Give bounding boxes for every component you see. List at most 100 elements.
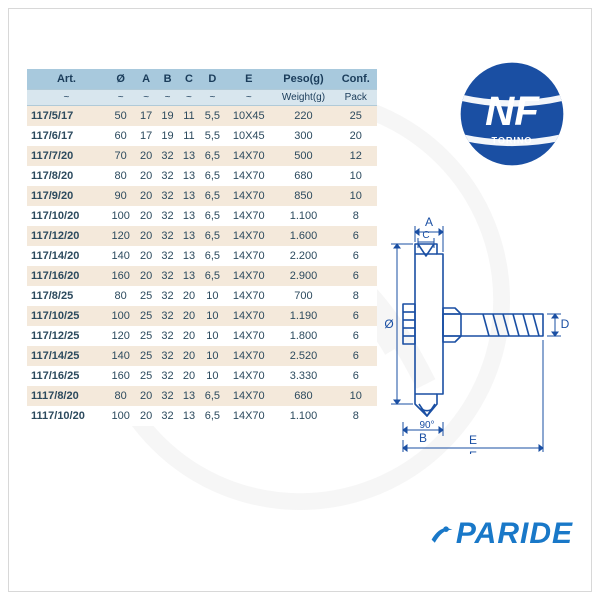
table-cell: 220 (272, 106, 334, 127)
table-cell: 13 (178, 406, 199, 426)
table-cell: 25 (335, 106, 377, 127)
table-cell: 2.900 (272, 266, 334, 286)
table-cell: 20 (135, 406, 156, 426)
table-cell: 80 (106, 386, 135, 406)
table-cell: 25 (135, 346, 156, 366)
table-cell: 10 (335, 186, 377, 206)
table-cell: 1.800 (272, 326, 334, 346)
table-cell: 117/6/17 (27, 126, 106, 146)
table-cell: 14X70 (225, 366, 272, 386)
table-cell: 80 (106, 286, 135, 306)
dim-angle: 90° (419, 420, 434, 431)
table-cell: 6 (335, 266, 377, 286)
table-cell: 6 (335, 306, 377, 326)
table-cell: 120 (106, 326, 135, 346)
table-cell: 5,5 (200, 126, 225, 146)
table-cell: 6 (335, 226, 377, 246)
nf-logo-text: NF (485, 88, 540, 134)
dim-e-label: E (469, 449, 477, 454)
table-cell: 6,5 (200, 266, 225, 286)
table-cell: 32 (157, 186, 178, 206)
table-cell: 32 (157, 266, 178, 286)
table-cell: 6 (335, 366, 377, 386)
table-cell: 117/16/25 (27, 366, 106, 386)
table-cell: 5,5 (200, 106, 225, 127)
table-cell: 32 (157, 286, 178, 306)
table-cell: 50 (106, 106, 135, 127)
dim-e: E (469, 433, 477, 447)
table-cell: 117/10/20 (27, 206, 106, 226)
table-cell: 32 (157, 366, 178, 386)
table-cell: 14X70 (225, 266, 272, 286)
table-cell: 14X70 (225, 286, 272, 306)
table-cell: 32 (157, 246, 178, 266)
dim-c: C (422, 230, 429, 241)
table-row: 117/8/20802032136,514X7068010 (27, 166, 377, 186)
table-cell: 14X70 (225, 226, 272, 246)
table-cell: 14X70 (225, 326, 272, 346)
table-row: 117/16/251602532201014X703.3306 (27, 366, 377, 386)
dim-a: A (425, 215, 433, 229)
table-cell: 117/14/20 (27, 246, 106, 266)
table-cell: 14X70 (225, 386, 272, 406)
table-cell: 6 (335, 326, 377, 346)
table-cell: 700 (272, 286, 334, 306)
table-cell: 14X70 (225, 186, 272, 206)
table-cell: 2.200 (272, 246, 334, 266)
table-cell: 117/12/20 (27, 226, 106, 246)
table-cell: 6 (335, 346, 377, 366)
brand-logo: PARIDE (430, 517, 573, 551)
table-cell: 20 (135, 206, 156, 226)
col-conf: Conf. (335, 69, 377, 90)
table-cell: 32 (157, 306, 178, 326)
table-cell: 6,5 (200, 146, 225, 166)
dim-b: B (419, 431, 427, 445)
table-cell: 117/9/20 (27, 186, 106, 206)
table-cell: 10 (335, 166, 377, 186)
table-cell: 20 (135, 246, 156, 266)
table-cell: 1.100 (272, 406, 334, 426)
brand-swoosh-icon (430, 522, 454, 546)
table-row: 1117/10/201002032136,514X701.1008 (27, 406, 377, 426)
table-cell: 100 (106, 406, 135, 426)
table-cell: 14X70 (225, 206, 272, 226)
table-cell: 160 (106, 266, 135, 286)
table-row: 117/14/251402532201014X702.5206 (27, 346, 377, 366)
table-row: 117/12/201202032136,514X701.6006 (27, 226, 377, 246)
table-cell: 13 (178, 226, 199, 246)
table-cell: 680 (272, 386, 334, 406)
table-cell: 11 (178, 126, 199, 146)
table-cell: 13 (178, 246, 199, 266)
col-e: E (225, 69, 272, 90)
table-cell: 13 (178, 266, 199, 286)
table-cell: 14X70 (225, 306, 272, 326)
table-row: 117/14/201402032136,514X702.2006 (27, 246, 377, 266)
nf-logo-subtext: TORINO (492, 135, 533, 145)
dim-dia: Ø (384, 317, 393, 331)
table-cell: 20 (135, 186, 156, 206)
table-cell: 1117/10/20 (27, 406, 106, 426)
table-cell: 25 (135, 326, 156, 346)
col-c: C (178, 69, 199, 90)
table-cell: 13 (178, 146, 199, 166)
table-cell: 1.190 (272, 306, 334, 326)
table-cell: 117/10/25 (27, 306, 106, 326)
table-cell: 10 (335, 386, 377, 406)
col-peso: Peso(g) (272, 69, 334, 90)
table-cell: 8 (335, 286, 377, 306)
table-cell: 32 (157, 226, 178, 246)
table-cell: 32 (157, 346, 178, 366)
table-cell: 117/5/17 (27, 106, 106, 127)
table-cell: 32 (157, 406, 178, 426)
table-cell: 680 (272, 166, 334, 186)
table-cell: 6,5 (200, 246, 225, 266)
table-header-row: Art. Ø A B C D E Peso(g) Conf. (27, 69, 377, 90)
table-cell: 17 (135, 126, 156, 146)
table-cell: 20 (178, 326, 199, 346)
spec-table: Art. Ø A B C D E Peso(g) Conf. ~ ~ ~ (27, 69, 377, 426)
table-cell: 10X45 (225, 106, 272, 127)
table-cell: 14X70 (225, 166, 272, 186)
table-cell: 6 (335, 246, 377, 266)
table-cell: 10 (200, 366, 225, 386)
dim-d: D (561, 317, 570, 331)
